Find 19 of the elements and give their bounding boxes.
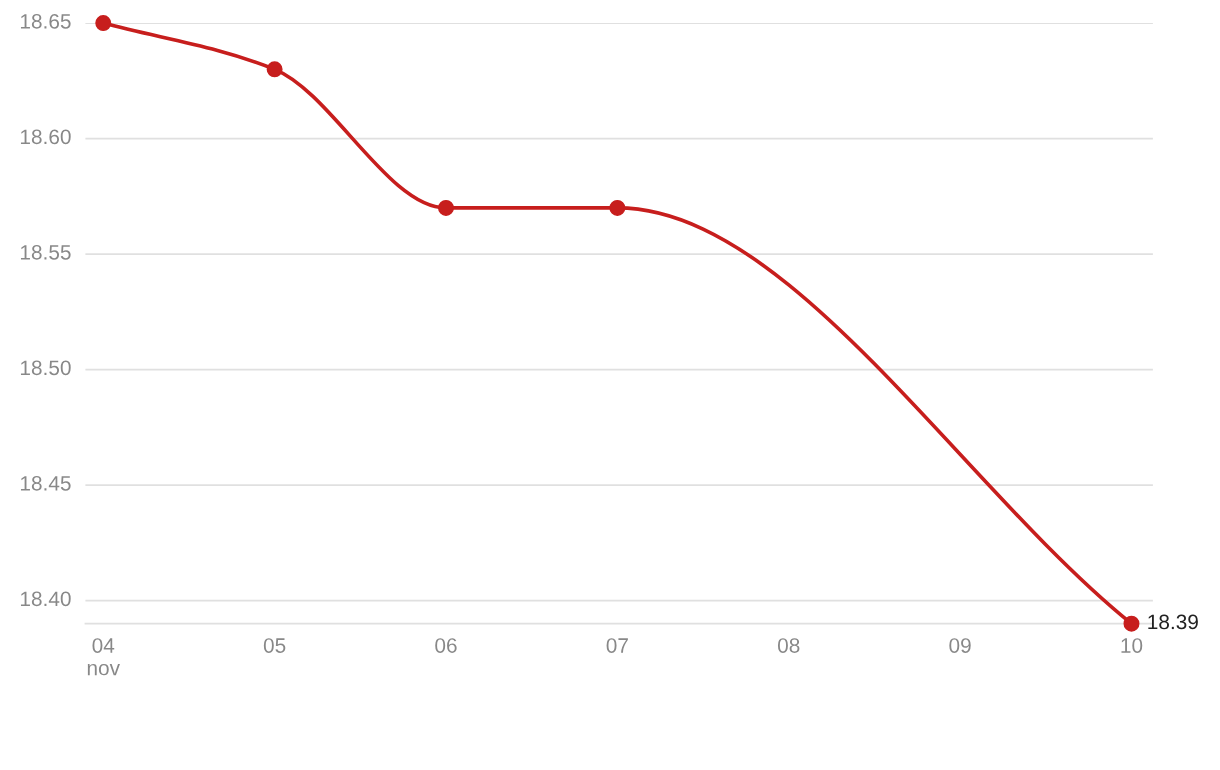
y-tick-label: 18.55 bbox=[20, 244, 71, 260]
y-tick-label: 18.50 bbox=[20, 360, 71, 376]
y-tick-label: 18.65 bbox=[20, 13, 71, 29]
x-tick-label: 08 bbox=[777, 638, 800, 653]
x-tick-label: 09 bbox=[949, 638, 971, 653]
point bbox=[609, 199, 626, 216]
point bbox=[95, 15, 112, 32]
x-tick-label: 05 bbox=[263, 638, 286, 653]
y-tick-label: 18.40 bbox=[20, 591, 71, 607]
y-tick-label: 18.45 bbox=[20, 475, 71, 491]
x-tick-label: 10 bbox=[1121, 638, 1143, 653]
data-label: 18.39 bbox=[1148, 614, 1198, 630]
point bbox=[1123, 615, 1140, 632]
x-tick-label: 06 bbox=[435, 638, 457, 653]
x-tick-label: 07 bbox=[606, 638, 628, 653]
point bbox=[438, 199, 454, 216]
x-tick-label: 04 nov bbox=[87, 638, 120, 676]
point bbox=[266, 61, 283, 78]
y-tick-label: 18.60 bbox=[20, 129, 71, 145]
